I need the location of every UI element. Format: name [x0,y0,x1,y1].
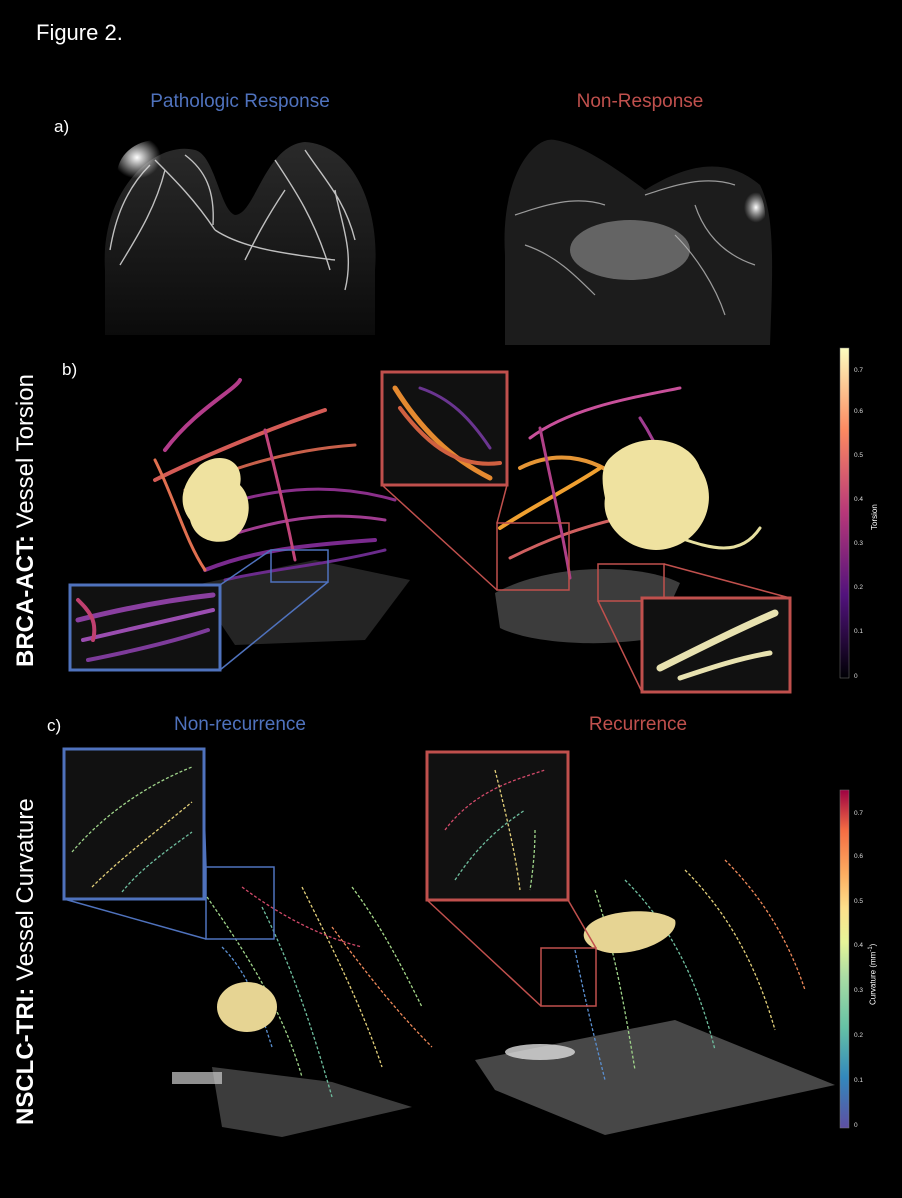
torsion-tick: 0 [854,673,858,680]
vessel-curvature-render-non-recurrence [62,747,433,1137]
torsion-tick: 0.4 [854,496,864,503]
curvature-tick: 0.1 [854,1077,864,1084]
panel-label-b: b) [62,360,78,379]
curvature-tick: 0.3 [854,987,864,994]
curvature-tick: 0.7 [854,810,864,817]
panel-label-c: c) [47,716,62,735]
torsion-colorbar [839,347,850,679]
curvature-tick: 0.6 [854,853,864,860]
curvature-colorbar [839,789,850,1129]
mri-image-pathologic-response [104,140,376,335]
curvature-tick: 0.4 [854,942,864,949]
panel-label-a: a) [54,117,70,136]
torsion-tick: 0.5 [854,452,864,459]
row-label-nsclc: NSCLC-TRI: Vessel Curvature [12,798,39,1125]
column-header-non-recurrence: Non-recurrence [174,714,306,735]
vessel-torsion-render-pathologic-response [153,378,410,645]
curvature-colorbar-label: Curvature (mm-1) [868,943,878,1005]
row-label-brca: BRCA-ACT: Vessel Torsion [12,374,39,667]
column-header-non-response: Non-Response [576,91,704,112]
torsion-tick: 0.6 [854,408,864,415]
curvature-tick: 0 [854,1122,858,1129]
vessel-curvature-render-recurrence [425,750,835,1135]
vessel-torsion-render-non-response [380,370,792,694]
torsion-tick: 0.2 [854,584,864,591]
mri-image-non-response [504,139,773,345]
torsion-tick: 0.1 [854,628,864,635]
zoom-inset-pathologic-response [68,549,329,672]
torsion-tick: 0.7 [854,367,864,374]
curvature-tick: 0.2 [854,1032,864,1039]
torsion-colorbar-label: Torsion [870,504,879,530]
column-header-recurrence: Recurrence [588,714,688,735]
torsion-tick: 0.3 [854,540,864,547]
curvature-tick: 0.5 [854,898,864,905]
column-header-pathologic-response: Pathologic Response [150,91,330,112]
figure-title: Figure 2. [36,20,123,45]
